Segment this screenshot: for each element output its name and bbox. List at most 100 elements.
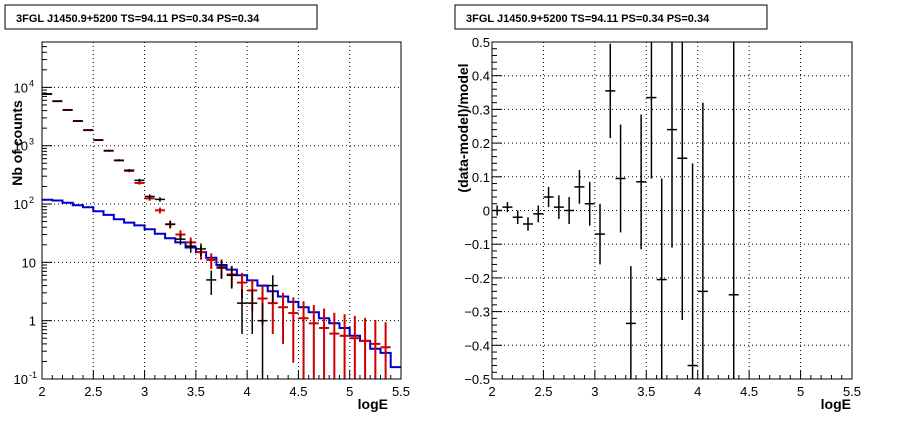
residual-point [687, 163, 698, 379]
data-point [62, 109, 73, 111]
residual-ytick-label: −0.4 [464, 338, 490, 353]
data-point [165, 220, 176, 229]
model-point [349, 315, 360, 379]
residual-axis-ticks: 2 2.5 3 3.5 4 4.5 5 5.5 −0.5 −0.4 −0.3 −0.2 −0.1 0 0.1… [464, 35, 861, 399]
residual-points [492, 42, 739, 379]
data-point [52, 100, 63, 102]
model-point [319, 308, 330, 379]
data-point [195, 243, 206, 256]
residual-point [646, 42, 657, 179]
counts-ytick-label: 10 [14, 372, 28, 387]
component-histogram [42, 198, 401, 369]
counts-xtick-label: 4 [244, 384, 251, 399]
residual-ytick-label: 0.4 [472, 69, 490, 84]
counts-xtick-label: 5 [346, 384, 353, 399]
residual-point [553, 195, 564, 219]
data-point [257, 303, 268, 379]
residual-xtick-label: 5.5 [843, 384, 861, 399]
residual-point [574, 170, 585, 204]
residual-point [512, 210, 523, 224]
counts-ytick-exponent: 4 [29, 78, 34, 88]
model-point [360, 317, 371, 379]
residual-title-box [454, 4, 768, 30]
residual-xtick-label: 4.5 [740, 384, 758, 399]
residual-point [615, 124, 626, 233]
residual-xtick-label: 2 [488, 384, 495, 399]
residual-point [605, 43, 616, 139]
residual-xtick-label: 3 [591, 384, 598, 399]
counts-ytick-label: 10 [14, 139, 28, 154]
model-point [206, 253, 217, 269]
model-point [380, 322, 391, 379]
residual-point [697, 102, 708, 379]
counts-xtick-label: 2 [38, 384, 45, 399]
counts-ytick-label: 10 [14, 197, 28, 212]
counts-panel: 3FGL J1450.9+5200 TS=94.11 PS=0.34 PS=0.… [4, 4, 410, 412]
residual-point [523, 217, 533, 231]
residual-point [625, 266, 636, 379]
residual-point [677, 42, 688, 321]
data-point [72, 120, 83, 122]
residual-ytick-label: −0.2 [464, 271, 490, 286]
component-line [42, 198, 401, 369]
residual-point [656, 178, 667, 379]
data-point [83, 129, 94, 131]
counts-frame [41, 41, 402, 380]
counts-ytick-exponent: 2 [29, 195, 34, 205]
data-point [103, 149, 114, 152]
model-point [278, 292, 289, 344]
residual-point [636, 114, 647, 250]
model-points [42, 93, 391, 379]
model-point [154, 207, 165, 214]
counts-xtick-label: 2.5 [84, 384, 102, 399]
residual-xlabel: logE [821, 396, 851, 412]
data-point [134, 178, 145, 182]
counts-ytick-exponent: -1 [29, 370, 37, 380]
counts-xtick-label: 5.5 [392, 384, 410, 399]
data-point [42, 93, 53, 95]
counts-ytick-label: 10 [14, 80, 28, 95]
counts-ytick-label: 1 [29, 314, 36, 329]
counts-grid [42, 42, 401, 379]
data-point [113, 159, 124, 162]
residual-xtick-label: 4 [694, 384, 701, 399]
counts-title-box [4, 4, 318, 30]
data-point [237, 289, 248, 335]
data-point [216, 260, 227, 279]
residual-xtick-label: 5 [797, 384, 804, 399]
residual-ylabel: (data-model)/model [455, 63, 471, 192]
data-point [93, 139, 104, 141]
residual-point [543, 186, 554, 208]
residual-point [533, 205, 544, 223]
data-point [206, 270, 217, 295]
residual-point [502, 202, 513, 213]
model-point [298, 301, 309, 379]
residual-point [728, 42, 739, 379]
counts-xtick-label: 3.5 [187, 384, 205, 399]
data-point [175, 234, 186, 245]
data-point [185, 240, 196, 253]
data-point [124, 168, 135, 172]
residual-ytick-label: −0.3 [464, 305, 490, 320]
residual-ytick-label: 0.5 [472, 35, 490, 50]
counts-xtick-label: 3 [141, 384, 148, 399]
model-point [370, 319, 381, 379]
residual-ytick-label: 0.3 [472, 102, 490, 117]
residual-ytick-label: 0.1 [472, 170, 490, 185]
residual-xtick-label: 3.5 [637, 384, 655, 399]
data-points [42, 93, 278, 379]
counts-ytick-exponent: 3 [29, 137, 34, 147]
residual-xtick-label: 2.5 [534, 384, 552, 399]
data-point [154, 197, 165, 202]
model-point [339, 314, 350, 379]
residual-point [584, 181, 595, 226]
residual-point [595, 203, 605, 265]
counts-title: 3FGL J1450.9+5200 TS=94.11 PS=0.34 PS=0.… [16, 13, 260, 25]
model-point [288, 297, 299, 363]
counts-xlabel: logE [358, 396, 388, 412]
model-point [329, 312, 340, 379]
data-point [247, 289, 258, 335]
residual-ytick-label: −0.5 [464, 372, 490, 387]
